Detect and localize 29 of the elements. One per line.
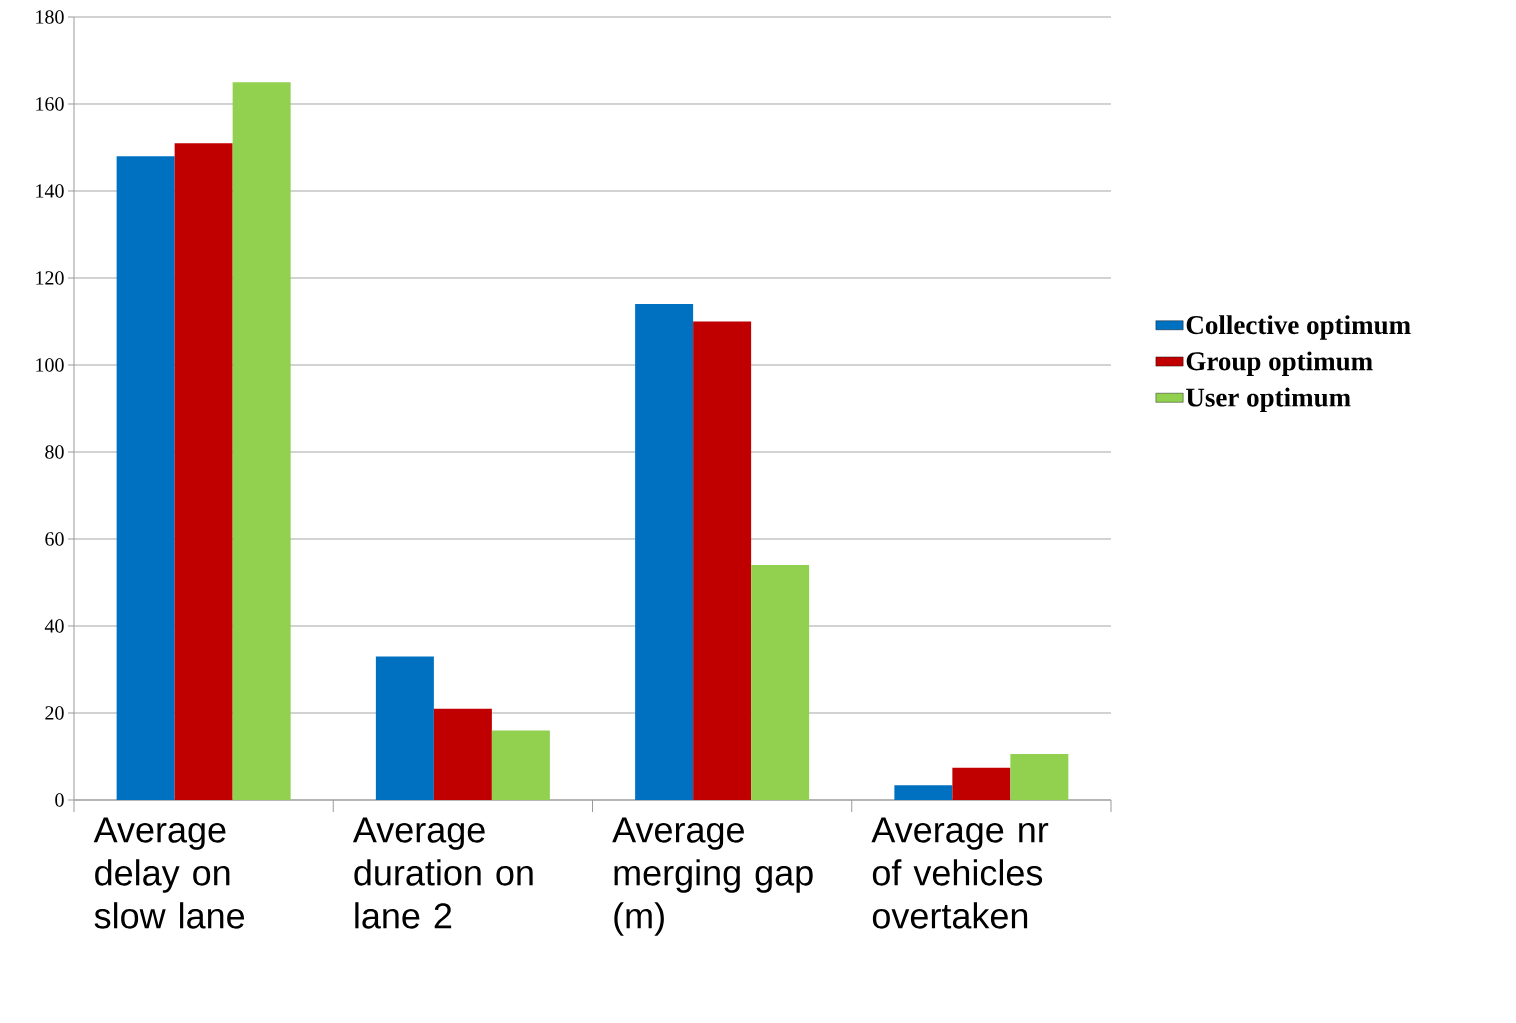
y-tick-label: 40	[44, 619, 64, 633]
bar	[232, 82, 291, 800]
bar	[491, 730, 550, 800]
y-tick-label: 140	[36, 184, 64, 198]
bar	[751, 565, 810, 800]
x-tick-label: Average merging gap (m)	[612, 817, 813, 936]
y-tick-label: 60	[45, 532, 64, 546]
y-tick-label: 160	[36, 97, 64, 111]
legend-label: Collective optimum	[1186, 315, 1411, 340]
bar	[952, 767, 1011, 800]
bar	[894, 785, 953, 800]
y-tick-label: 100	[36, 358, 64, 372]
bar	[1010, 753, 1069, 800]
x-tick-label: Average nr of vehicles overtaken	[871, 817, 1049, 929]
bar	[174, 143, 233, 800]
x-tick-label: Average duration on lane 2	[352, 817, 533, 929]
bar	[116, 156, 175, 800]
legend-label: Group optimum	[1186, 351, 1373, 376]
y-tick-label: 180	[36, 10, 64, 24]
y-tick-label: 20	[45, 706, 64, 720]
bar	[693, 321, 752, 800]
y-tick-label: 0	[55, 793, 64, 807]
x-tick-label: Average delay on slow lane	[93, 817, 245, 929]
y-tick-label: 80	[45, 445, 64, 459]
y-tick-label: 120	[36, 271, 64, 285]
legend-label: User optimum	[1186, 387, 1351, 413]
bar	[635, 304, 694, 800]
bar	[375, 656, 434, 800]
bar	[433, 708, 492, 800]
